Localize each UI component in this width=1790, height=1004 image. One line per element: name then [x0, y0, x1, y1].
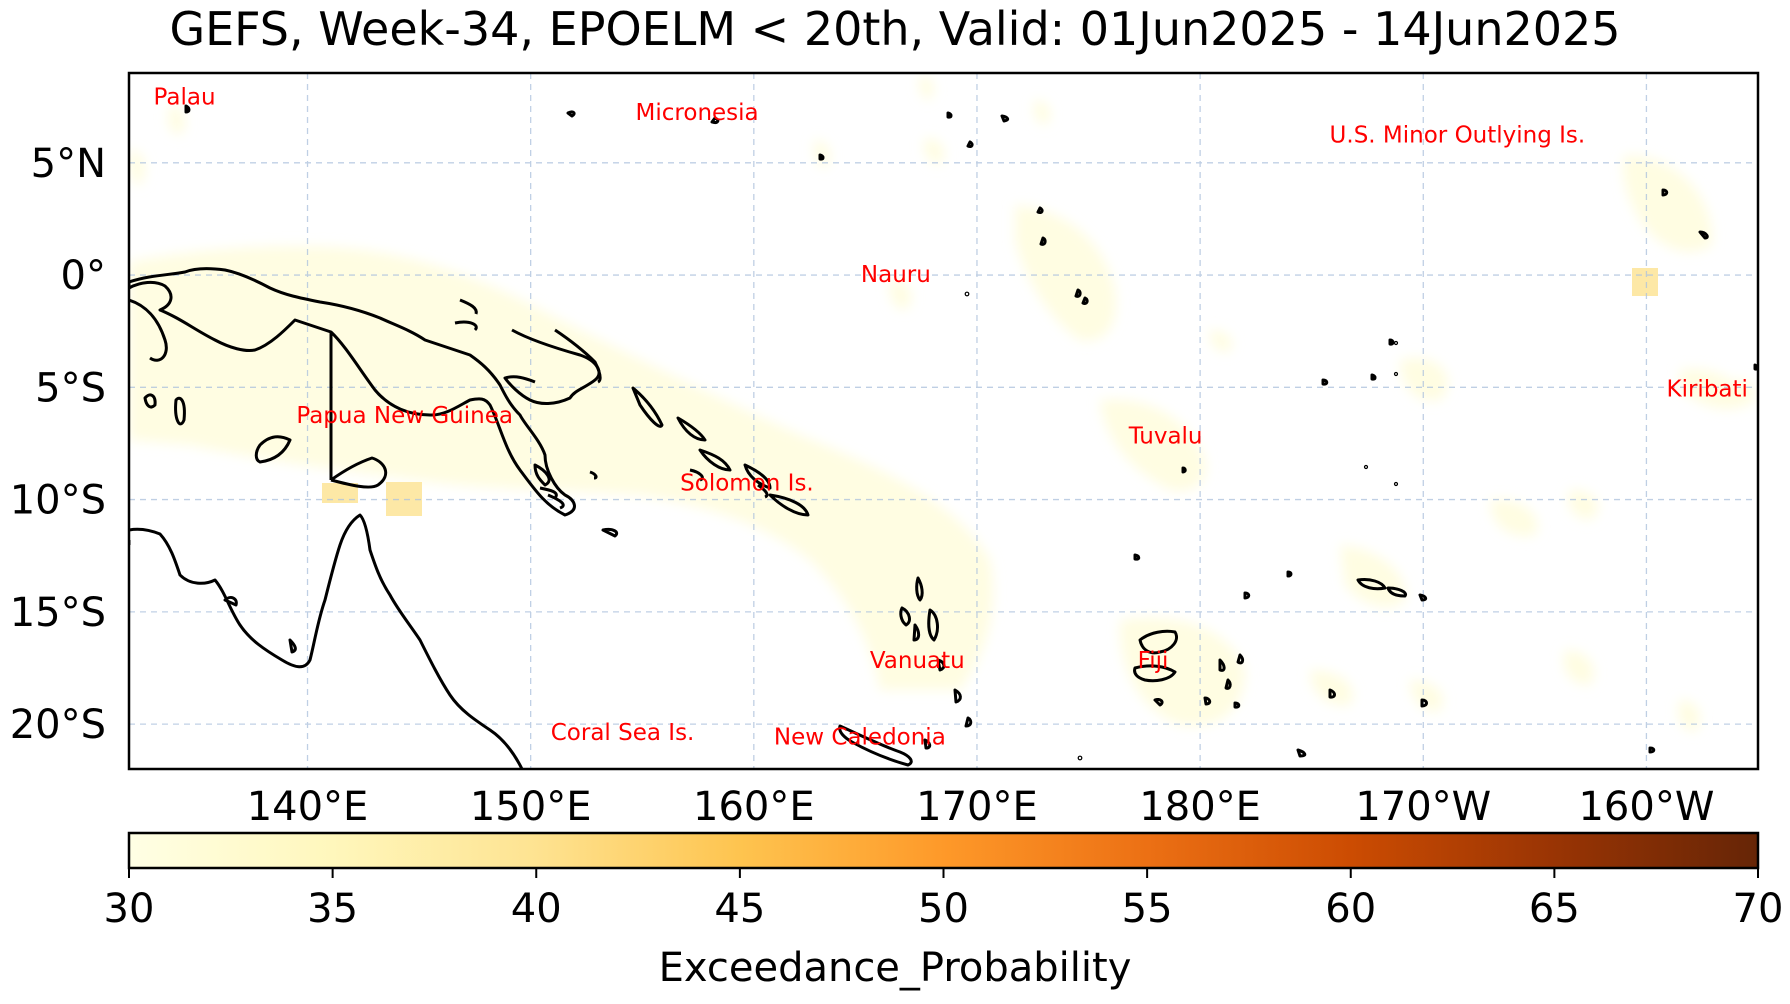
lat-tick-label: 5°S: [35, 365, 106, 411]
probability-shading: [129, 75, 1755, 732]
latitude-axis: 5°N 0° 5°S 10°S 15°S 20°S: [10, 141, 106, 748]
lon-tick-label: 160°W: [1578, 784, 1714, 830]
map-panel: Palau Micronesia U.S. Minor Outlying Is. Na…: [127, 71, 1760, 771]
region-label: Coral Sea Is.: [551, 720, 695, 746]
colorbar-tick-label: 30: [104, 886, 155, 932]
lon-tick-label: 170°E: [916, 784, 1038, 830]
region-label: Nauru: [861, 262, 931, 288]
colorbar-tick-label: 65: [1529, 886, 1580, 932]
colorbar-tick-label: 45: [714, 886, 765, 932]
lat-tick-label: 15°S: [10, 590, 106, 636]
region-label: Papua New Guinea: [296, 403, 513, 429]
colorbar-tick-label: 50: [918, 886, 969, 932]
region-label: Micronesia: [636, 100, 759, 126]
region-label: Vanuatu: [870, 648, 965, 674]
region-label: Solomon Is.: [680, 471, 814, 497]
colorbar-tick-label: 70: [1733, 886, 1784, 932]
region-labels: Palau Micronesia U.S. Minor Outlying Is. Na…: [154, 84, 1748, 750]
colorbar-gradient: [127, 831, 1760, 870]
lat-tick-label: 0°: [61, 253, 106, 299]
lon-tick-label: 140°E: [247, 784, 369, 830]
atolls: [964, 291, 1399, 761]
lon-tick-label: 180°E: [1139, 784, 1261, 830]
region-label: U.S. Minor Outlying Is.: [1330, 123, 1586, 149]
chart-title: GEFS, Week-34, EPOELM < 20th, Valid: 01J…: [169, 2, 1621, 56]
lat-tick-label: 20°S: [10, 702, 106, 748]
region-label: Tuvalu: [1128, 423, 1203, 449]
gridlines: [129, 73, 1758, 769]
coastlines: [129, 104, 1758, 769]
region-label: Fiji: [1138, 648, 1169, 674]
lon-tick-label: 150°E: [470, 784, 592, 830]
lat-tick-label: 5°N: [31, 141, 106, 187]
colorbar-tick-label: 35: [307, 886, 358, 932]
region-label: New Caledonia: [774, 724, 946, 750]
region-label: Kiribati: [1667, 376, 1748, 402]
lat-tick-label: 10°S: [10, 478, 106, 524]
longitude-axis: 140°E 150°E 160°E 170°E 180°E 170°W 160°W: [247, 784, 1715, 830]
lon-tick-label: 170°W: [1355, 784, 1491, 830]
lon-tick-label: 160°E: [693, 784, 815, 830]
colorbar-ticks: 30 35 40 45 50 55 60 65 70: [104, 868, 1784, 932]
colorbar-tick-label: 60: [1325, 886, 1376, 932]
colorbar-tick-label: 55: [1122, 886, 1173, 932]
colorbar: 30 35 40 45 50 55 60 65 70: [104, 831, 1784, 932]
colorbar-tick-label: 40: [511, 886, 562, 932]
region-label: Palau: [154, 84, 216, 110]
colorbar-label: Exceedance_Probability: [658, 945, 1132, 991]
